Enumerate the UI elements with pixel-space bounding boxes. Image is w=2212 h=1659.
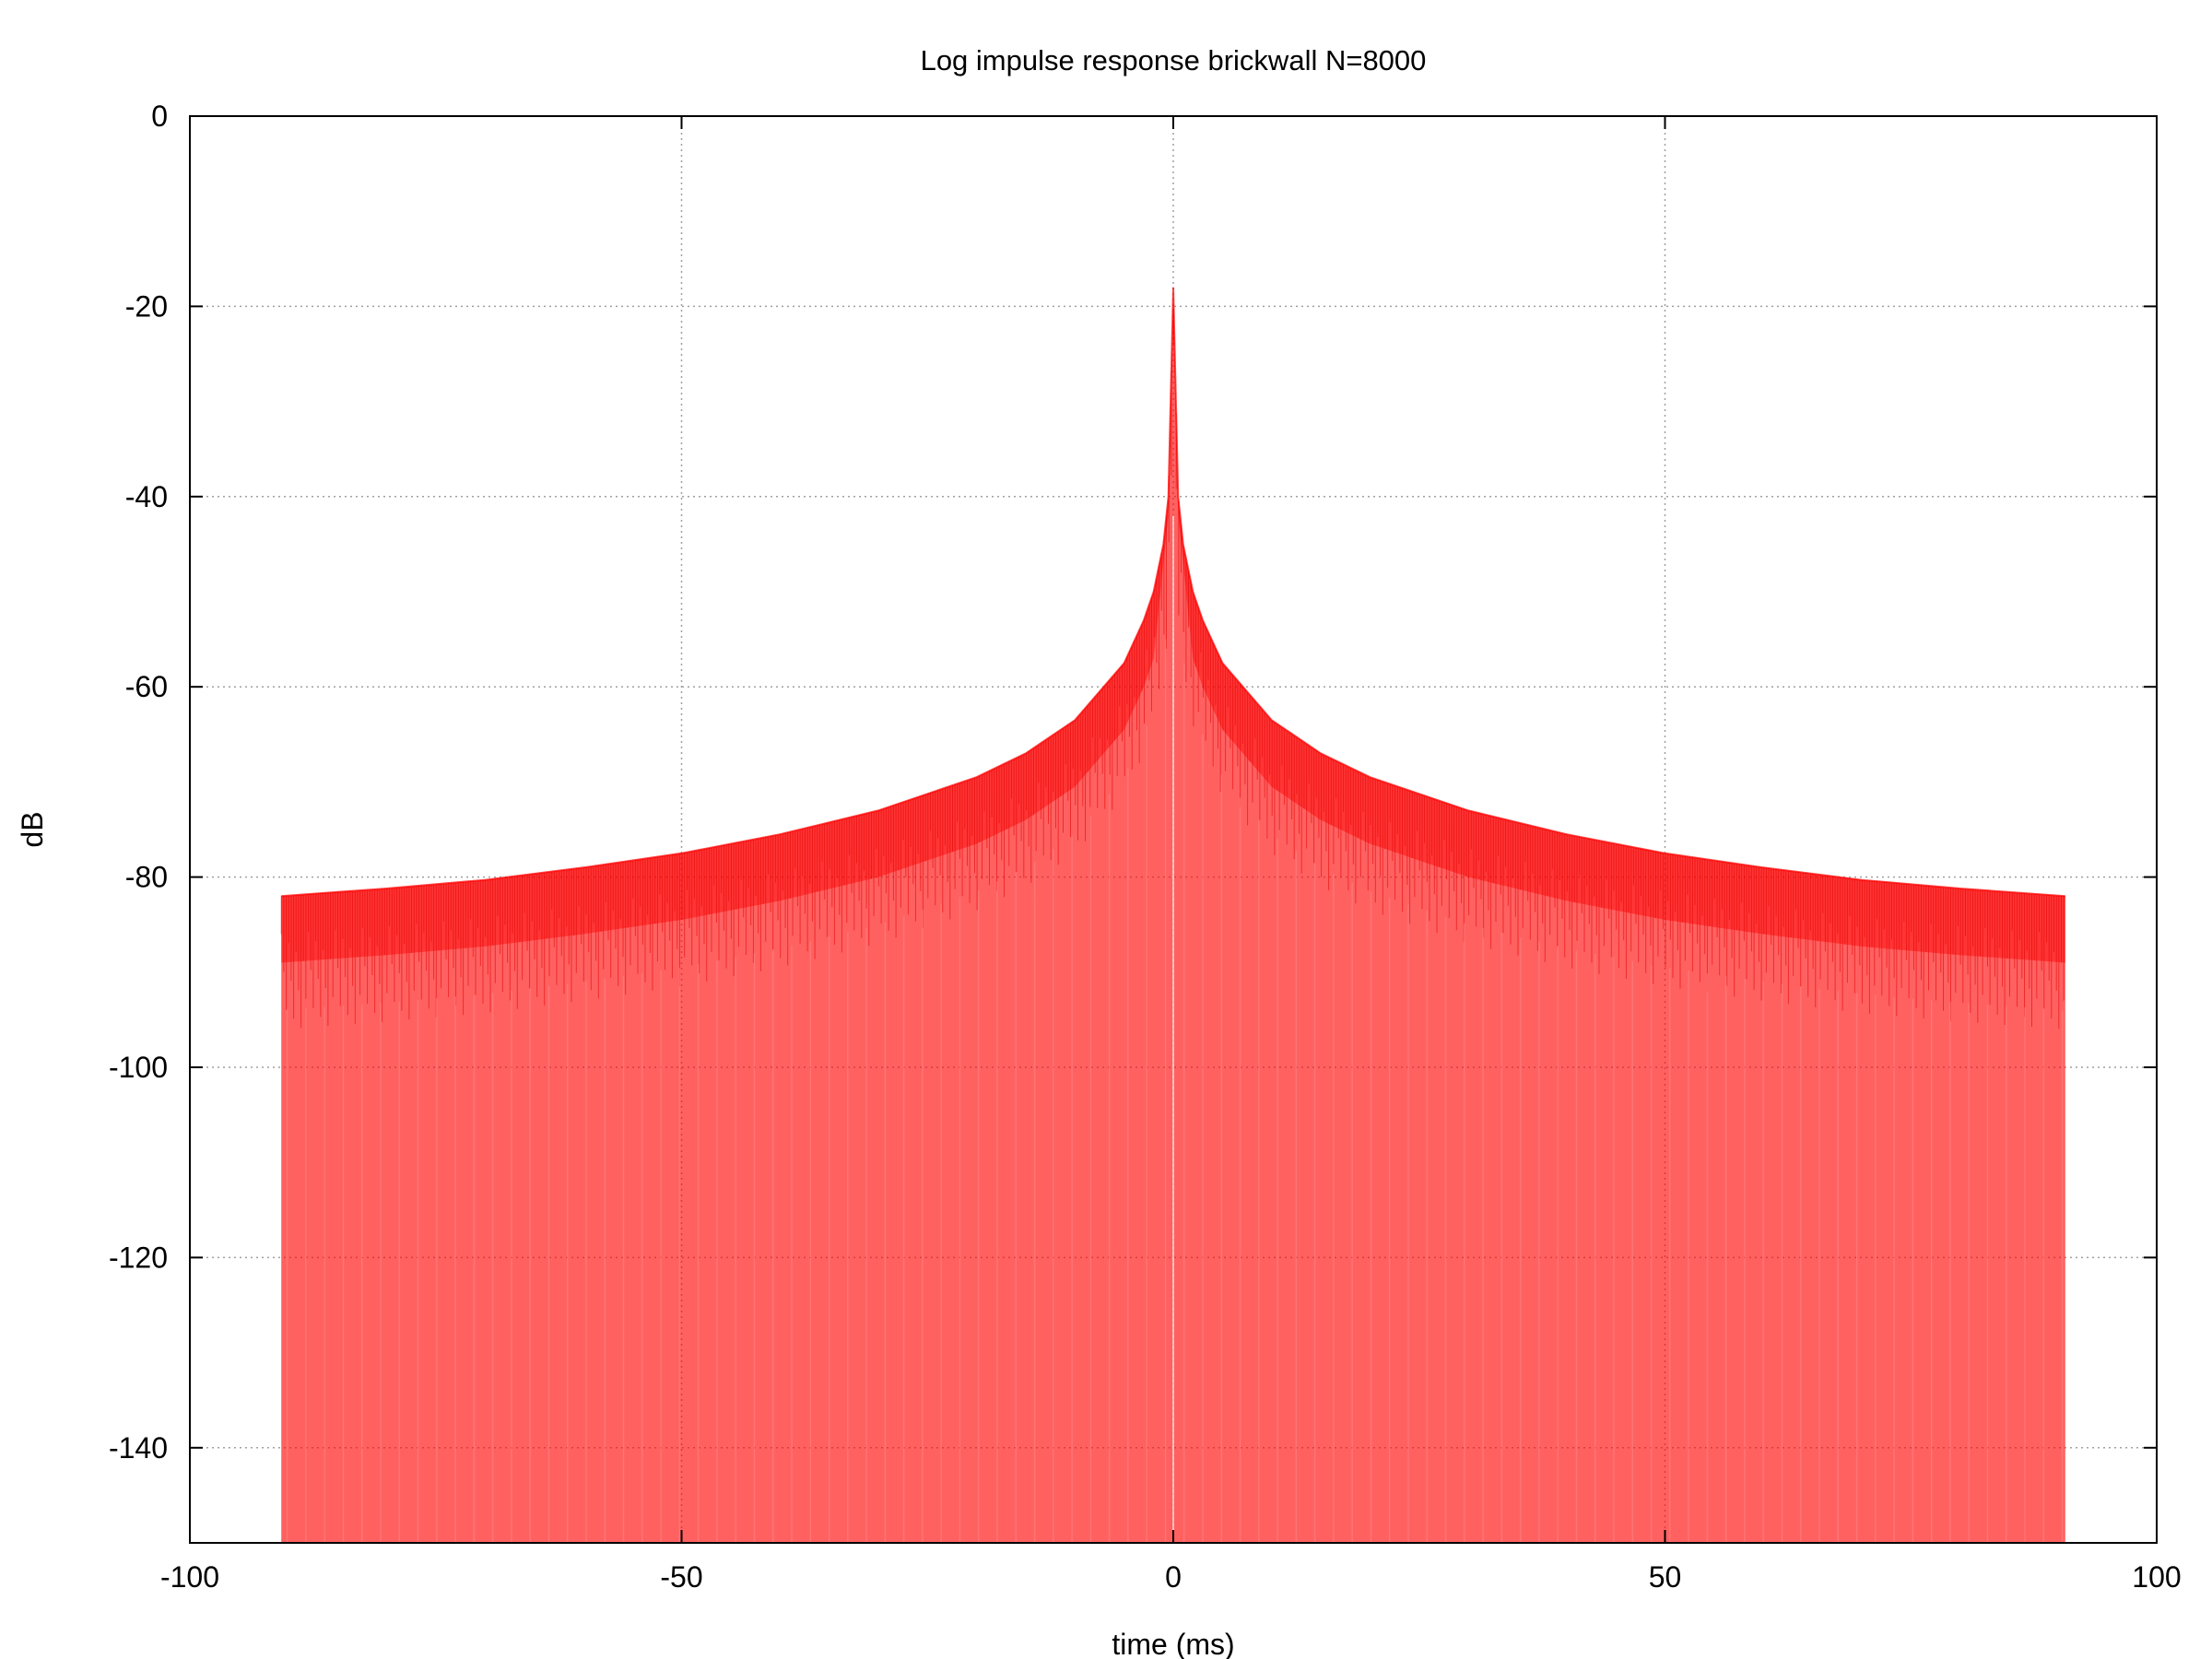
deep-dips <box>286 639 2064 1543</box>
ringing-spikes <box>280 308 2065 1030</box>
x-tick-label: 50 <box>1649 1560 1682 1594</box>
y-tick-label: -120 <box>109 1241 168 1274</box>
axis-ticks: -100 -50 0 50 100 0 -20 -40 -60 -80 -100 -120 -140 <box>109 100 2182 1594</box>
y-tick-label: -40 <box>125 480 168 513</box>
chart-title: Log impulse response brickwall N=8000 <box>921 44 1427 76</box>
y-tick-label: -20 <box>125 289 168 323</box>
x-tick-label: 0 <box>1165 1560 1182 1594</box>
x-axis-label: time (ms) <box>1112 1628 1234 1659</box>
envelope-line <box>281 287 2065 898</box>
data-series <box>280 287 2065 1543</box>
y-tick-label: -140 <box>109 1431 168 1465</box>
y-axis-label: dB <box>16 811 49 847</box>
y-tick-label: -100 <box>109 1051 168 1084</box>
y-tick-label: -80 <box>125 861 168 894</box>
y-tick-label: 0 <box>151 100 168 133</box>
x-tick-label: -50 <box>660 1560 702 1594</box>
x-tick-label: 100 <box>2132 1560 2181 1594</box>
x-tick-label: -100 <box>160 1560 219 1594</box>
y-tick-label: -60 <box>125 670 168 703</box>
